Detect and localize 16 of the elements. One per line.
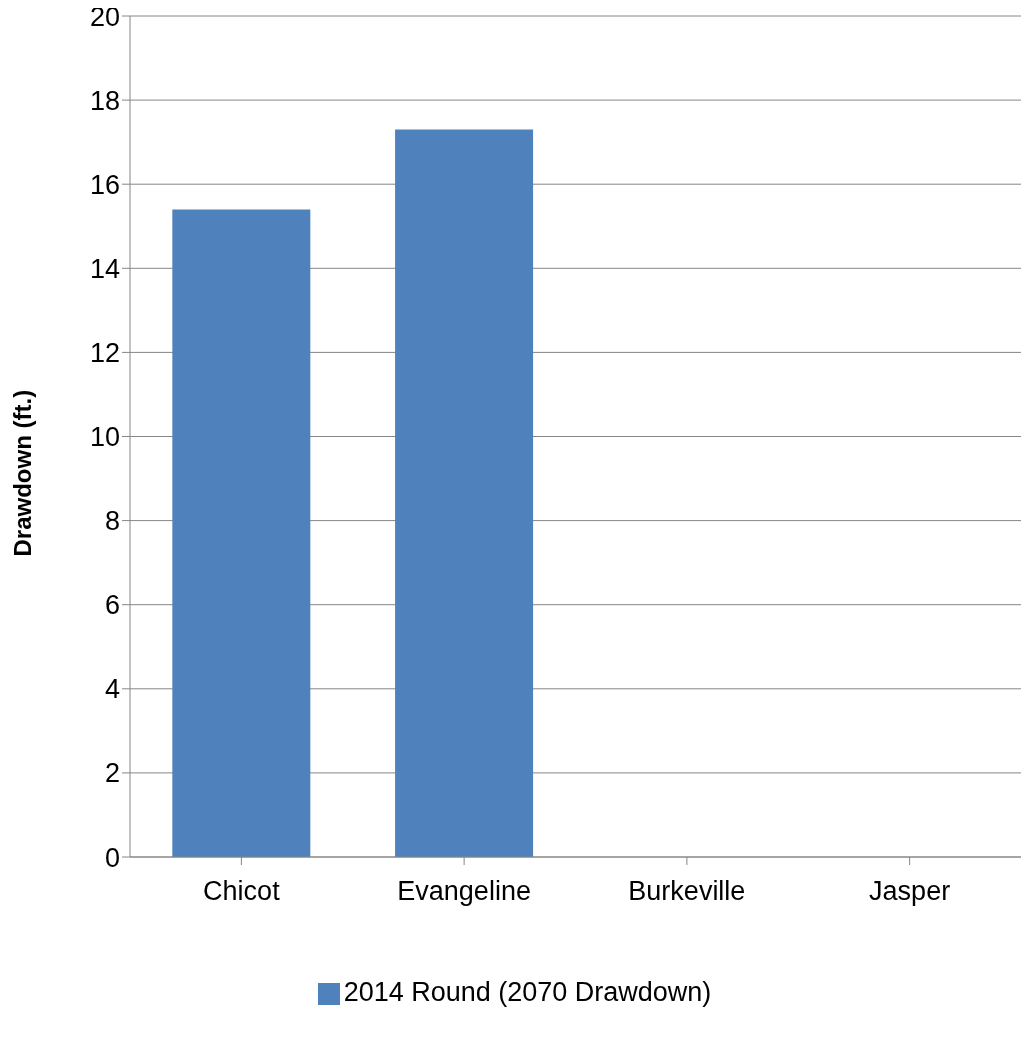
legend-label: 2014 Round (2070 Drawdown): [343, 977, 712, 1007]
x-tick-label: Chicot: [203, 876, 281, 907]
y-axis-title: Drawdown (ft.): [8, 389, 36, 557]
y-tick-label: 16: [89, 169, 120, 200]
y-tick-label: 6: [104, 590, 120, 621]
x-tick-label: Jasper: [869, 876, 951, 907]
y-tick-label: 0: [104, 842, 120, 873]
y-tick-label: 4: [104, 674, 120, 705]
y-tick-label: 18: [89, 85, 120, 116]
x-tick-label: Burkeville: [628, 876, 746, 907]
y-tick-label: 14: [89, 253, 120, 284]
y-tick-label: 2: [104, 758, 120, 789]
y-tick-label: 10: [89, 422, 120, 453]
y-tick-label: 8: [104, 506, 120, 537]
y-tick-label: 12: [89, 337, 120, 368]
x-tick-label: Evangeline: [397, 876, 531, 907]
